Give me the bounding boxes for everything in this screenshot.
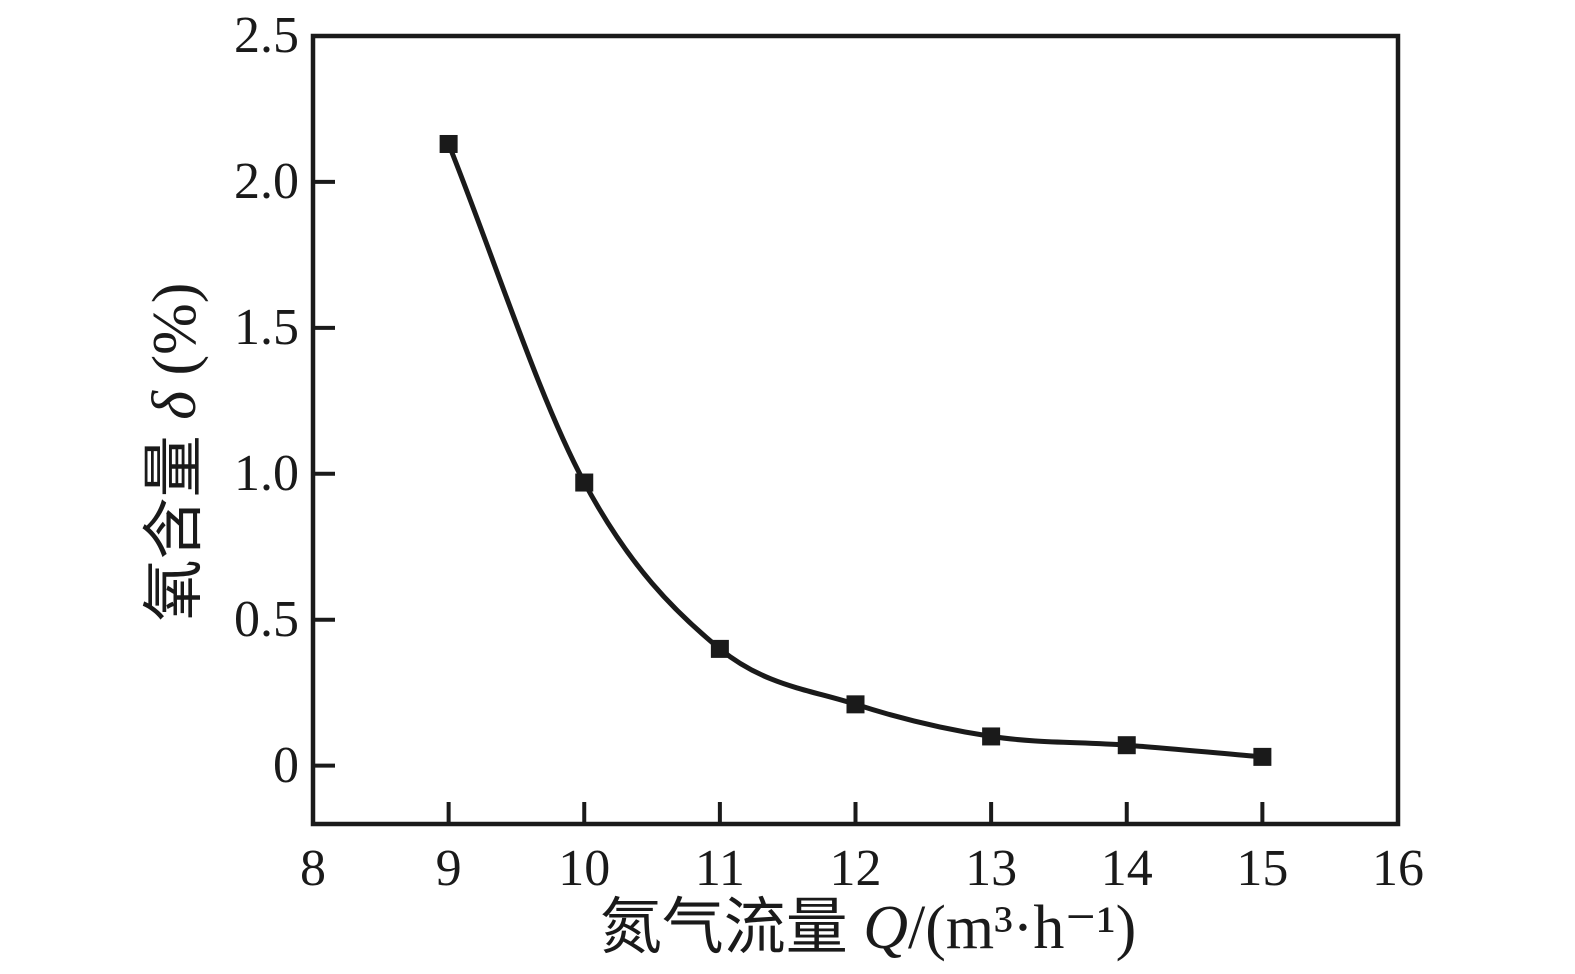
data-point-marker bbox=[439, 134, 458, 153]
x-tick-label: 9 bbox=[435, 840, 462, 897]
x-axis-title-symbol: Q bbox=[863, 894, 908, 962]
x-tick-label: 11 bbox=[694, 840, 745, 897]
x-axis-title: 氮气流量 Q/(m³·h⁻¹) bbox=[600, 897, 1137, 959]
x-tick-label: 15 bbox=[1236, 840, 1289, 897]
x-tick-label: 8 bbox=[300, 840, 326, 897]
x-axis-title-text: 氮气流量 bbox=[599, 894, 864, 962]
y-axis-title-text: 氧含量 bbox=[141, 419, 209, 622]
y-axis-title-unit: (%) bbox=[141, 282, 209, 392]
y-tick-label: 1.0 bbox=[234, 444, 299, 502]
plot-frame bbox=[310, 33, 1401, 827]
data-point-marker bbox=[1117, 736, 1136, 755]
y-axis-title-symbol: δ bbox=[141, 391, 209, 420]
data-point-marker bbox=[846, 695, 865, 714]
x-tick-label: 14 bbox=[1100, 840, 1153, 897]
y-tick-label: 0 bbox=[273, 736, 299, 794]
data-curve bbox=[446, 141, 1265, 760]
x-tick-label: 12 bbox=[829, 840, 882, 897]
x-tick-label: 16 bbox=[1372, 840, 1424, 897]
data-point-marker bbox=[710, 639, 729, 658]
y-tick-label: 1.5 bbox=[234, 298, 299, 356]
x-tick-label: 10 bbox=[558, 840, 611, 897]
data-point-marker bbox=[1253, 747, 1272, 766]
data-point-marker bbox=[982, 727, 1001, 746]
x-axis-title-unit: /(m³·h⁻¹) bbox=[908, 894, 1137, 962]
x-tick-label: 13 bbox=[965, 840, 1018, 897]
y-tick-label: 2.5 bbox=[234, 7, 299, 64]
data-point-marker bbox=[575, 473, 594, 492]
y-tick-label: 0.5 bbox=[234, 590, 299, 648]
y-axis-title: 氧含量 δ (%) bbox=[141, 282, 209, 622]
y-tick-label: 2.0 bbox=[234, 152, 299, 210]
